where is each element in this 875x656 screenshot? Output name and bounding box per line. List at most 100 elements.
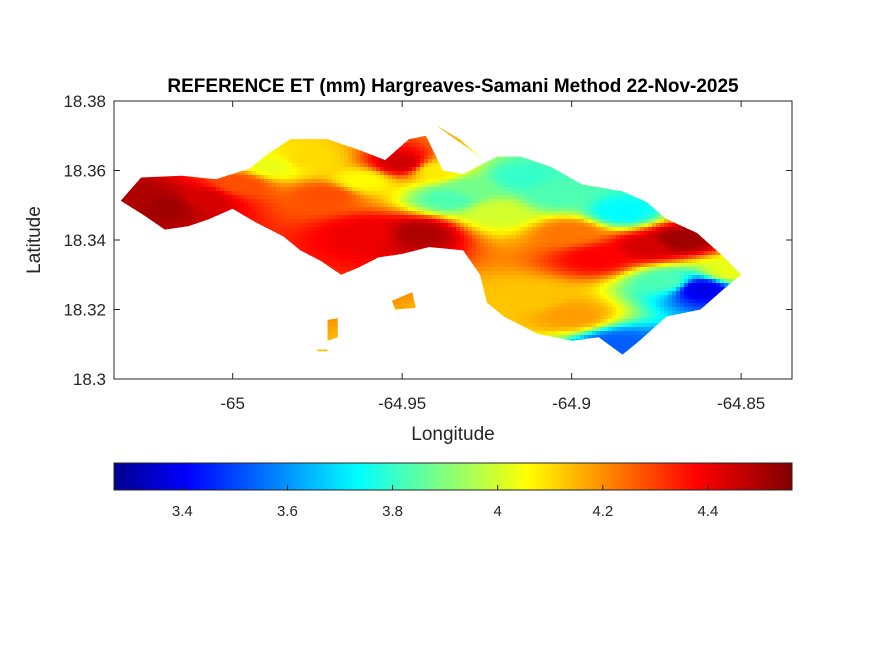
map-cell [204, 215, 209, 220]
map-cell [176, 203, 181, 208]
map-cell [400, 163, 405, 168]
map-cell [372, 255, 377, 260]
map-cell [348, 167, 353, 172]
map-cell [456, 187, 461, 192]
map-cell [324, 247, 329, 252]
map-cell [368, 171, 373, 176]
map-cell [456, 219, 461, 224]
map-cell [160, 215, 165, 220]
map-cell [412, 239, 417, 244]
map-cell [380, 175, 385, 180]
map-cell [164, 179, 169, 184]
map-cell [292, 163, 297, 168]
map-cell [376, 167, 381, 172]
map-cell [372, 231, 377, 236]
map-cell [160, 211, 165, 216]
map-cell [340, 215, 345, 220]
map-cell [336, 239, 341, 244]
map-cell [320, 223, 325, 228]
map-cell [284, 163, 289, 168]
map-cell [308, 163, 313, 168]
map-cell [440, 239, 445, 244]
map-cell [296, 179, 301, 184]
map-cell [336, 211, 341, 216]
map-cell [384, 227, 389, 232]
map-cell [392, 239, 397, 244]
map-cell [256, 163, 261, 168]
map-cell [196, 195, 201, 200]
map-cell [320, 211, 325, 216]
map-cell [308, 235, 313, 240]
map-cell [316, 255, 321, 260]
map-cell [324, 179, 329, 184]
map-cell [324, 195, 329, 200]
map-cell [292, 231, 297, 236]
map-cell [388, 215, 393, 220]
map-cell [400, 179, 405, 184]
map-cell [324, 187, 329, 192]
map-cell [156, 175, 161, 180]
map-cell [340, 147, 345, 152]
map-cell [392, 235, 397, 240]
map-cell [284, 211, 289, 216]
map-cell [340, 211, 345, 216]
map-cell [424, 167, 429, 172]
map-cell [376, 207, 381, 212]
map-cell [376, 191, 381, 196]
map-cell [344, 251, 349, 256]
map-cell [200, 211, 205, 216]
map-cell [396, 183, 401, 188]
map-cell [256, 203, 261, 208]
map-cell [344, 219, 349, 224]
map-cell [152, 175, 157, 180]
map-cell [352, 179, 357, 184]
map-cell [152, 187, 157, 192]
map-cell [260, 203, 265, 208]
map-cell [204, 199, 209, 204]
map-cell [332, 235, 337, 240]
map-cell [364, 187, 369, 192]
map-cell [152, 191, 157, 196]
map-cell [460, 207, 465, 212]
map-cell [416, 175, 421, 180]
map-cell [172, 215, 177, 220]
map-cell [308, 191, 313, 196]
map-cell [376, 247, 381, 252]
map-cell [440, 171, 445, 176]
map-cell [396, 239, 401, 244]
map-cell [192, 211, 197, 216]
map-cell [284, 175, 289, 180]
map-cell [204, 207, 209, 212]
map-cell [276, 199, 281, 204]
map-cell [392, 155, 397, 160]
map-cell [284, 203, 289, 208]
map-cell [412, 155, 417, 160]
map-cell [160, 183, 165, 188]
map-cell [280, 219, 285, 224]
map-cell [156, 211, 161, 216]
map-cell [464, 215, 469, 220]
map-cell [180, 191, 185, 196]
map-cell [396, 187, 401, 192]
map-cell [180, 179, 185, 184]
map-cell [380, 191, 385, 196]
map-cell [448, 223, 453, 228]
map-cell [460, 223, 465, 228]
map-cell [328, 207, 333, 212]
map-cell [336, 247, 341, 252]
map-cell [248, 167, 253, 172]
map-cell [452, 195, 457, 200]
map-cell [400, 235, 405, 240]
map-cell [272, 215, 277, 220]
map-cell [140, 187, 145, 192]
map-cell [296, 231, 301, 236]
map-cell [164, 215, 169, 220]
map-cell [240, 183, 245, 188]
map-cell [328, 143, 333, 148]
map-cell [424, 143, 429, 148]
map-cell [460, 195, 465, 200]
map-cell [380, 215, 385, 220]
map-cell [440, 211, 445, 216]
map-cell [192, 207, 197, 212]
map-cell [296, 203, 301, 208]
